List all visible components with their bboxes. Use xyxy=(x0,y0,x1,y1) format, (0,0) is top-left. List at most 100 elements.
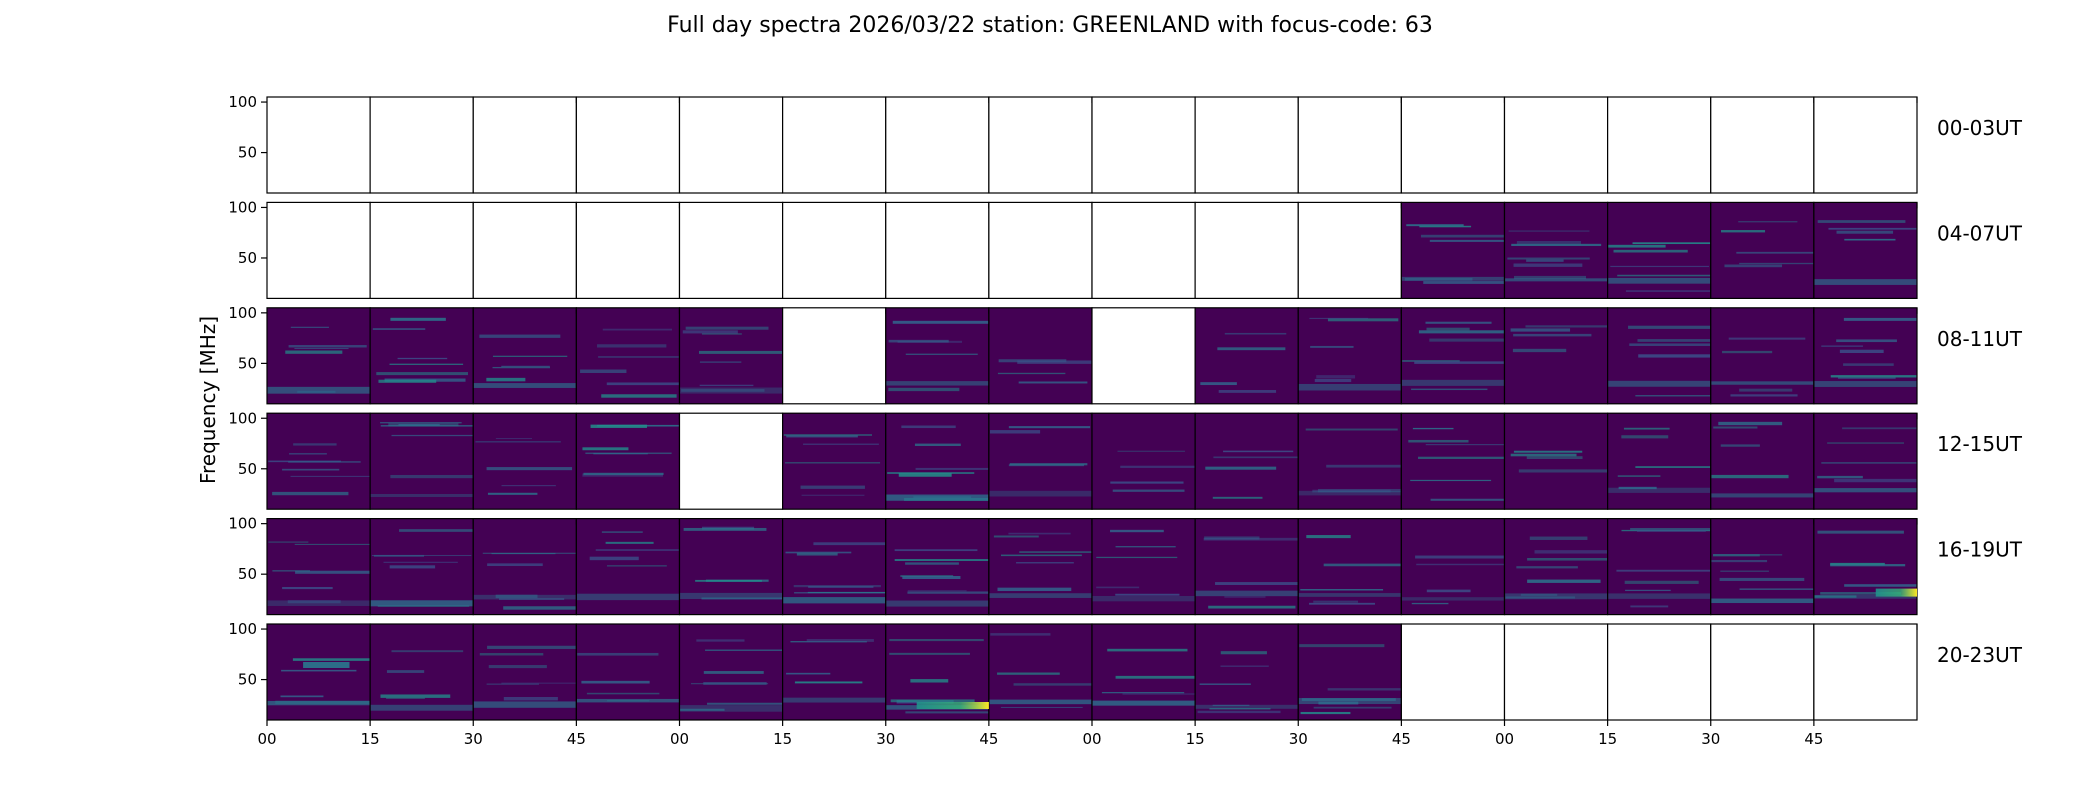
spectrum-band xyxy=(1516,566,1578,569)
spectrum-band xyxy=(1327,688,1402,691)
spectrum-band xyxy=(590,424,647,428)
spectrum-band xyxy=(1406,224,1464,227)
spectrum-band xyxy=(1223,450,1294,453)
spectrum-band xyxy=(683,527,767,531)
spectrum-band xyxy=(390,474,474,479)
spectrum-band xyxy=(1096,556,1178,559)
spectrum-band xyxy=(1817,530,1904,534)
empty-panel xyxy=(885,201,990,299)
spectrum-band xyxy=(287,600,341,604)
empty-panel xyxy=(885,96,990,194)
spectrum-background xyxy=(1710,413,1814,510)
spectrum-panel xyxy=(885,307,990,405)
spectrum-band xyxy=(1300,711,1351,715)
empty-panel xyxy=(1503,96,1609,194)
spectrum-band xyxy=(1309,317,1369,320)
empty-panel xyxy=(1091,307,1196,405)
empty-background xyxy=(576,202,680,299)
spectrum-panel xyxy=(1194,517,1299,616)
spectrum-panel xyxy=(266,623,371,721)
spectrum-band xyxy=(501,485,556,487)
spectrum-band xyxy=(1516,240,1582,245)
panel-frame xyxy=(1813,412,1918,510)
spectrum-panel xyxy=(1194,307,1299,405)
spectrum-background xyxy=(1401,307,1505,404)
spectrum-band xyxy=(589,556,639,561)
spectrum-band xyxy=(887,472,975,474)
spectrum-band xyxy=(503,696,558,701)
spectrum-panel xyxy=(1607,412,1712,510)
spectrum-band xyxy=(988,490,1092,497)
spectrum-band xyxy=(499,598,565,600)
spectrum-band xyxy=(1510,328,1571,332)
spectrum-band xyxy=(705,649,783,651)
spectrum-band xyxy=(1195,590,1299,597)
spectrum-band xyxy=(292,658,371,661)
spectrum-band xyxy=(586,692,660,695)
x-tick-label: 15 xyxy=(1598,730,1617,748)
empty-background xyxy=(679,202,783,299)
spectrum-band xyxy=(397,357,448,360)
spectrum-panel xyxy=(266,517,371,616)
spectrum-band xyxy=(1630,605,1669,608)
empty-background xyxy=(267,97,371,193)
spectrum-band xyxy=(1613,249,1688,253)
spectrum-band xyxy=(1817,475,1863,479)
spectrum-band xyxy=(1205,466,1277,470)
spectrum-background xyxy=(1195,413,1299,510)
spectrum-background xyxy=(1195,307,1299,404)
spectrum-band xyxy=(391,434,474,437)
spectrum-background xyxy=(473,518,577,615)
spectrum-band xyxy=(679,592,783,600)
empty-panel xyxy=(266,96,371,194)
spectrum-band xyxy=(1738,221,1798,223)
spectrum-band xyxy=(388,423,459,427)
spectrum-band xyxy=(1117,450,1185,452)
spectrum-band xyxy=(1526,259,1564,262)
spectrum-band xyxy=(1813,488,1917,493)
empty-panel xyxy=(1710,623,1815,721)
spectrum-band xyxy=(1836,339,1897,343)
spectrum-background xyxy=(782,413,886,510)
spectrum-panel xyxy=(1607,517,1712,616)
spectrum-band xyxy=(1505,596,1576,599)
spectrum-band xyxy=(1610,265,1710,268)
spectrum-band xyxy=(370,493,474,498)
spectrum-band xyxy=(1836,230,1894,234)
empty-panel xyxy=(1297,201,1402,299)
spectrum-band xyxy=(1115,593,1180,596)
spectrum-band xyxy=(488,665,547,669)
spectrum-panel xyxy=(988,623,1093,721)
x-tick-label: 30 xyxy=(1701,730,1720,748)
spectrum-band xyxy=(1719,577,1805,581)
spectrum-band xyxy=(1525,325,1608,328)
spectrum-band xyxy=(890,699,975,703)
spectrum-band xyxy=(1504,278,1608,282)
empty-background xyxy=(370,97,474,193)
y-tick-label: 50 xyxy=(238,144,257,162)
spectrum-panel xyxy=(1400,307,1506,405)
spectrum-band xyxy=(1618,486,1657,490)
spectrum-band xyxy=(885,381,989,386)
spectrum-band xyxy=(1110,529,1164,533)
spectrum-band xyxy=(1008,426,1091,429)
spectrum-band xyxy=(386,670,425,673)
spectrum-band xyxy=(1820,592,1901,595)
spectrum-band xyxy=(1607,487,1711,493)
spectrum-band xyxy=(1607,277,1711,284)
spectrum-band xyxy=(1628,325,1711,329)
spectrum-background xyxy=(1504,307,1608,404)
panel-frame xyxy=(1813,307,1918,405)
empty-background xyxy=(679,97,783,193)
spectrum-background xyxy=(1401,413,1505,510)
spectrum-band xyxy=(598,356,680,358)
spectrum-band xyxy=(1720,444,1760,447)
spectrum-band xyxy=(1212,704,1250,706)
spectrum-band xyxy=(910,679,949,683)
spectrum-panel xyxy=(369,623,474,721)
spectrum-band xyxy=(473,701,577,708)
spectrum-background xyxy=(267,624,371,720)
empty-background xyxy=(1813,624,1917,720)
empty-panel xyxy=(782,96,887,194)
empty-panel xyxy=(1400,96,1506,194)
